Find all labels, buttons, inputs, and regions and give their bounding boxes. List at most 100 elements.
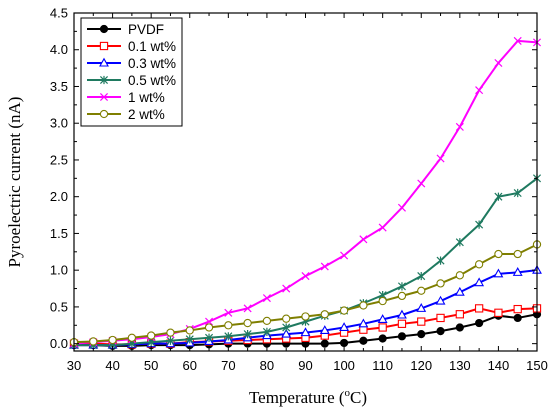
data-point bbox=[455, 122, 464, 131]
data-point bbox=[89, 337, 98, 346]
y-tick-label: 0.0 bbox=[50, 336, 68, 351]
data-point bbox=[243, 318, 252, 328]
data-point bbox=[474, 277, 485, 287]
y-tick-label: 1.5 bbox=[50, 226, 68, 241]
data-point bbox=[339, 338, 349, 348]
axes: 30 40 50 60 70 80 90 100 110 120 130 140 150 0.0 0.5 1.… bbox=[50, 6, 548, 374]
data-point bbox=[513, 249, 522, 259]
data-point bbox=[147, 331, 156, 340]
legend-label: 1 wt% bbox=[128, 90, 165, 105]
data-point bbox=[397, 282, 406, 291]
y-axis-title: Pyroelectric current (nA) bbox=[5, 97, 24, 268]
data-point bbox=[378, 223, 387, 232]
data-point bbox=[475, 86, 484, 95]
legend-entry: 2 wt% bbox=[87, 107, 165, 122]
legend-label: 0.5 wt% bbox=[128, 73, 176, 88]
data-point bbox=[436, 313, 445, 323]
legend-marker bbox=[99, 109, 109, 119]
data-point bbox=[435, 295, 446, 305]
data-point bbox=[359, 301, 368, 310]
data-point bbox=[300, 327, 311, 337]
data-point bbox=[378, 334, 387, 343]
series-layer bbox=[69, 36, 542, 350]
x-tick-label: 140 bbox=[488, 358, 510, 373]
data-point bbox=[224, 308, 233, 317]
data-point bbox=[397, 332, 407, 341]
x-axis-title: Temperature (oC) bbox=[249, 387, 367, 407]
data-point bbox=[281, 328, 292, 338]
legend-marker bbox=[99, 41, 109, 51]
legend-label: 0.3 wt% bbox=[128, 56, 176, 71]
data-point bbox=[455, 271, 464, 280]
x-tick-label: 120 bbox=[410, 358, 432, 373]
legend-marker bbox=[99, 57, 109, 67]
data-point bbox=[301, 272, 310, 281]
data-point bbox=[340, 251, 349, 260]
data-point bbox=[205, 317, 214, 326]
data-point bbox=[185, 326, 194, 335]
data-point bbox=[512, 267, 523, 276]
legend-entry: PVDF bbox=[87, 22, 164, 37]
legend-marker bbox=[99, 75, 109, 85]
data-point bbox=[359, 336, 368, 345]
data-point bbox=[513, 304, 522, 314]
data-point bbox=[417, 286, 426, 295]
data-point bbox=[494, 192, 503, 201]
y-tick-label: 1.0 bbox=[50, 263, 68, 278]
data-point bbox=[282, 314, 291, 323]
legend-box bbox=[80, 17, 183, 127]
data-point bbox=[474, 304, 484, 313]
x-tick-label: 40 bbox=[105, 358, 119, 373]
data-point bbox=[358, 318, 369, 328]
data-point bbox=[417, 330, 426, 339]
data-point bbox=[454, 286, 465, 296]
data-point bbox=[224, 321, 233, 330]
x-axis-title-main: Temperature ( bbox=[249, 388, 345, 407]
data-point bbox=[205, 333, 214, 342]
legend-label: 2 wt% bbox=[128, 107, 165, 122]
data-point bbox=[339, 306, 349, 315]
legend-entry: 1 wt% bbox=[87, 90, 165, 105]
data-point bbox=[397, 309, 407, 319]
data-point bbox=[455, 323, 464, 332]
data-point bbox=[224, 332, 233, 341]
y-tick-label: 4.0 bbox=[50, 42, 68, 57]
data-point bbox=[166, 328, 175, 337]
data-point bbox=[378, 323, 387, 332]
legend-entry: 0.5 wt% bbox=[87, 73, 176, 88]
x-tick-label: 130 bbox=[449, 358, 471, 373]
data-point bbox=[436, 154, 445, 163]
data-point bbox=[475, 318, 484, 328]
data-point bbox=[475, 220, 484, 229]
data-point bbox=[417, 317, 426, 326]
data-point bbox=[377, 314, 388, 323]
data-point bbox=[513, 36, 522, 45]
data-point bbox=[436, 279, 445, 288]
y-tick-label: 4.5 bbox=[50, 6, 68, 21]
data-point bbox=[397, 203, 406, 212]
data-point bbox=[319, 325, 330, 334]
y-tick-label: 3.0 bbox=[50, 116, 68, 131]
x-tick-label: 100 bbox=[333, 358, 355, 373]
data-point bbox=[494, 249, 503, 259]
data-point bbox=[513, 188, 522, 198]
x-tick-label: 80 bbox=[260, 358, 274, 373]
y-tick-label: 0.5 bbox=[50, 299, 68, 314]
data-point bbox=[493, 268, 504, 278]
data-point bbox=[262, 294, 271, 303]
y-tick-label: 3.5 bbox=[50, 79, 68, 94]
data-point bbox=[243, 304, 252, 313]
y-tick-label: 2.0 bbox=[50, 189, 68, 204]
data-point bbox=[494, 58, 503, 67]
data-point bbox=[416, 303, 427, 312]
series-5 bbox=[69, 240, 542, 347]
legend-marker bbox=[99, 24, 109, 34]
data-point bbox=[436, 256, 445, 265]
data-point bbox=[185, 335, 194, 344]
legend-label: PVDF bbox=[128, 22, 164, 37]
y-tick-label: 2.5 bbox=[50, 152, 68, 167]
data-point bbox=[455, 310, 464, 319]
x-tick-label: 50 bbox=[144, 358, 158, 373]
data-point bbox=[166, 336, 175, 345]
